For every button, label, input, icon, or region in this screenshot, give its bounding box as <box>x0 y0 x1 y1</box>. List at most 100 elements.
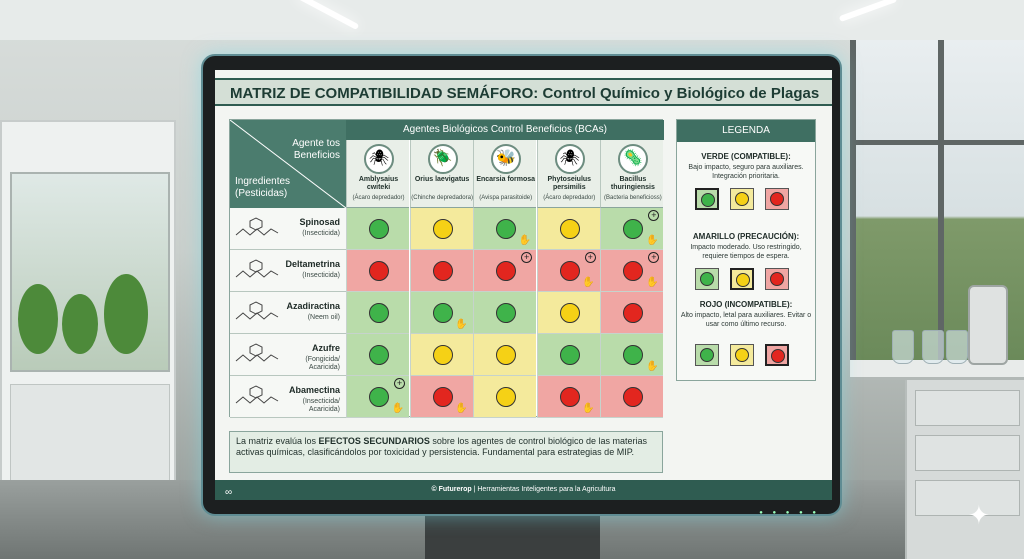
column-name: Orius laevigatus <box>414 176 470 183</box>
legend-swatch-yellow <box>730 344 754 366</box>
corner-top-label: Agente tos Beneficios <box>292 138 340 161</box>
status-dot-red <box>623 261 644 281</box>
row-name: Deltametrina <box>285 259 340 269</box>
status-dot-yellow <box>559 303 580 323</box>
legend-swatch-green <box>695 268 719 290</box>
legend-dot-green <box>700 272 714 286</box>
legend-dot-green <box>700 348 714 362</box>
cabinet-glass <box>10 172 170 372</box>
matrix-cell <box>536 208 600 250</box>
legend-swatch-yellow <box>730 268 754 290</box>
column-header: 🕷 Amblysaius cwiteki (Ácaro depredador) <box>346 140 409 208</box>
matrix-cell: + <box>473 250 537 292</box>
status-dot-yellow <box>496 387 517 407</box>
column-subtitle: (Ácaro depredador) <box>352 195 405 201</box>
sparkle-icon: ✦ <box>968 500 990 530</box>
matrix-cell: ✋ <box>473 208 537 250</box>
status-dot-red <box>369 261 389 281</box>
column-header: 🪲 Orius laevigatus (Chinche depredadora) <box>409 140 473 208</box>
legend-description: Impacto moderado. Uso restringido, requi… <box>690 244 802 260</box>
legend-dot-yellow <box>735 348 749 362</box>
hand-icon: ✋ <box>518 235 532 246</box>
status-dot-green <box>496 219 517 239</box>
note-text-before: La matriz evalúa los <box>236 436 319 446</box>
status-dot-yellow <box>432 219 453 239</box>
status-dot-red <box>496 261 517 281</box>
column-subtitle: (Ácaro depredador) <box>543 195 596 201</box>
matrix-cell: ✋ + <box>536 250 600 292</box>
lab-flask <box>922 330 944 364</box>
matrix-cell <box>600 376 664 418</box>
mite-icon: 🕷 <box>364 144 394 174</box>
status-dot-yellow <box>432 345 453 365</box>
column-header: 🐝 Encarsia formosa (Avispa parasitoide) <box>473 140 537 208</box>
matrix-cell <box>409 208 473 250</box>
status-dot-green <box>369 303 389 323</box>
row-label: Abamectina (Insecticida/ Acaricida) <box>230 376 346 418</box>
legend-panel: LEGENDA VERDE (COMPATIBLE): Bajo impacto,… <box>676 119 816 381</box>
microscope <box>968 285 1008 365</box>
row-subtitle: (Fongicida/ Acaricida) <box>305 356 340 371</box>
hand-icon: ✋ <box>455 403 468 414</box>
drawer <box>915 390 1020 426</box>
desk-drawers <box>905 380 1024 559</box>
status-dot-red <box>432 387 453 407</box>
ceiling <box>0 0 1024 40</box>
footer-brand: © Futurerop <box>431 486 472 493</box>
legend-swatch-green <box>695 344 719 366</box>
legend-title: ROJO (INCOMPATIBLE): <box>699 300 793 309</box>
column-subtitle: (Chinche depredadora) <box>411 195 473 201</box>
status-dot-green <box>369 219 389 239</box>
hand-icon: ✋ <box>645 361 659 372</box>
corner-diagonal <box>230 120 346 208</box>
note-text-after: sobre los agentes de control biológico d… <box>236 436 648 457</box>
mite-icon: 🕷 <box>554 144 585 174</box>
legend-dot-green <box>701 193 715 207</box>
plus-circle-icon: + <box>394 378 405 389</box>
row-subtitle: (Insecticida/ Acaricida) <box>302 398 340 413</box>
status-dot-green <box>369 387 389 407</box>
matrix-cell: ✋ <box>409 376 473 418</box>
matrix-cell <box>600 292 664 334</box>
column-subtitle: (Avispa parasitoide) <box>479 195 533 201</box>
matrix-cell: ✋ + <box>346 376 409 418</box>
matrix-cell: ✋ <box>600 334 664 376</box>
bacteria-icon: 🦠 <box>618 144 649 174</box>
legend-swatch-red <box>765 268 789 290</box>
status-dot-red <box>559 261 580 281</box>
plant <box>104 274 148 354</box>
matrix-cell <box>346 250 409 292</box>
monitor-status-lights: ● ● ● ● ● <box>759 510 820 516</box>
legend-dot-red <box>770 192 784 206</box>
legend-swatch-red <box>765 344 789 366</box>
matrix-corner: Agente tos Beneficios Ingredientes (Pest… <box>230 120 346 208</box>
bca-header: Agentes Biológicos Control Beneficios (B… <box>346 120 664 140</box>
title-bar: MATRIZ DE COMPATIBILIDAD SEMÁFORO: Contr… <box>215 78 832 106</box>
plus-circle-icon: + <box>521 252 533 263</box>
screen: MATRIZ DE COMPATIBILIDAD SEMÁFORO: Contr… <box>215 70 832 500</box>
hand-icon: ✋ <box>455 319 468 330</box>
plant <box>18 284 58 354</box>
compatibility-matrix: Agente tos Beneficios Ingredientes (Pest… <box>229 119 664 418</box>
legend-swatch-green <box>695 188 719 210</box>
status-dot-green <box>559 345 580 365</box>
plus-circle-icon: + <box>584 252 596 263</box>
status-dot-green <box>432 303 453 323</box>
matrix-cell <box>536 334 600 376</box>
bug-icon: 🪲 <box>427 144 458 174</box>
plant <box>62 294 98 354</box>
matrix-cell: ✋ + <box>600 208 664 250</box>
hand-icon: ✋ <box>645 235 659 246</box>
hand-icon: ✋ <box>582 277 595 288</box>
legend-swatch-yellow <box>730 188 754 210</box>
column-header: 🕷 Phytoseiulus persimilis (Ácaro depredado… <box>536 140 600 208</box>
row-label: Spinosad (Insecticida) <box>230 208 346 250</box>
status-dot-red <box>623 303 644 323</box>
status-dot-green <box>623 345 644 365</box>
legend-dot-red <box>770 272 784 286</box>
brand-logo-icon: ∞ <box>225 487 233 498</box>
footer-tagline: | Herramientas Inteligentes para la Agri… <box>471 486 616 493</box>
row-subtitle: (Insecticida) <box>302 272 340 279</box>
column-name: Encarsia formosa <box>476 176 536 183</box>
column-subtitle: (Bacteria beneficioss) <box>604 195 662 201</box>
